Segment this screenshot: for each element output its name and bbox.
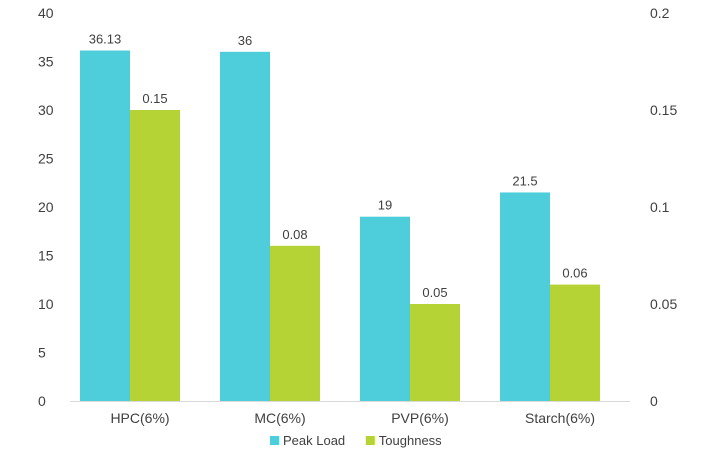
legend-swatch	[270, 436, 279, 445]
left-tick-label: 0	[38, 393, 46, 409]
right-tick-label: 0	[650, 393, 658, 409]
category-label: Starch(6%)	[525, 410, 595, 426]
data-label: 0.06	[562, 266, 587, 281]
data-label: 0.15	[142, 91, 167, 106]
data-label: 0.05	[422, 285, 447, 300]
bar-toughness	[270, 245, 320, 401]
right-axis-ticks: 0 0.05 0.1 0.15 0.2	[650, 5, 677, 409]
left-tick-label: 5	[38, 345, 46, 361]
right-tick-label: 0.2	[650, 5, 670, 21]
bar-peak-load	[80, 50, 130, 401]
bar-toughness	[410, 304, 460, 401]
data-label: 19	[378, 198, 392, 213]
bar-toughness	[130, 110, 180, 401]
left-tick-label: 40	[38, 5, 54, 21]
bars-group	[80, 50, 600, 402]
category-label: HPC(6%)	[110, 410, 169, 426]
legend-swatch	[365, 436, 375, 445]
bar-peak-load	[500, 192, 550, 401]
bar-peak-load	[220, 51, 270, 402]
right-tick-label: 0.05	[650, 296, 677, 312]
left-axis-ticks: 0 5 10 15 20 25 30 35 40	[38, 5, 54, 409]
category-label: MC(6%)	[254, 410, 305, 426]
right-tick-label: 0.15	[650, 102, 677, 118]
left-tick-label: 15	[38, 248, 54, 264]
data-labels-group: 36.13 36 19 21.5 0.15 0.08 0.05 0.06	[89, 32, 588, 300]
left-tick-label: 10	[38, 296, 54, 312]
data-label: 0.08	[282, 227, 307, 242]
left-tick-label: 30	[38, 102, 54, 118]
bar-peak-load	[360, 216, 410, 401]
data-label: 21.5	[512, 173, 537, 188]
category-labels: HPC(6%) MC(6%) PVP(6%) Starch(6%)	[110, 410, 595, 426]
left-tick-label: 25	[38, 151, 54, 167]
left-tick-label: 20	[38, 199, 54, 215]
legend-label: Toughness	[379, 433, 442, 448]
data-label: 36.13	[89, 32, 122, 47]
legend-label: Peak Load	[283, 433, 345, 448]
left-tick-label: 35	[38, 54, 54, 70]
legend: Peak Load Toughness	[270, 433, 442, 448]
category-label: PVP(6%)	[391, 410, 449, 426]
right-tick-label: 0.1	[650, 199, 670, 215]
bar-toughness	[550, 284, 600, 401]
data-label: 36	[238, 33, 252, 48]
